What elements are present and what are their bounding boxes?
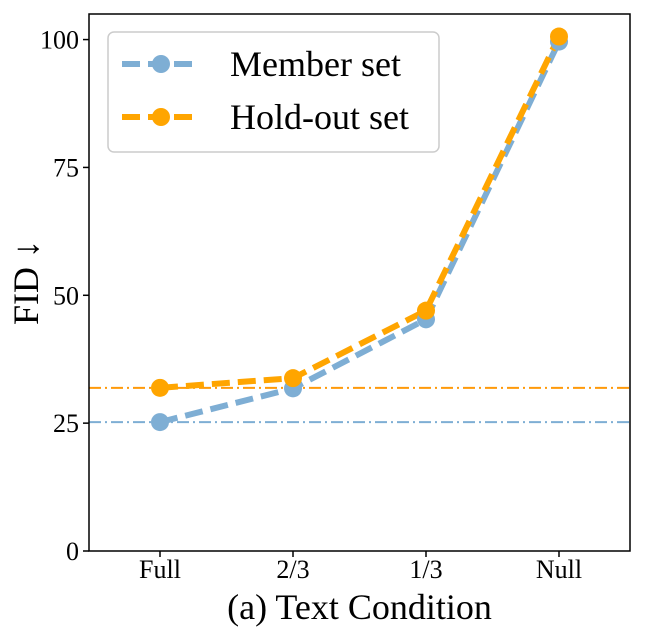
data-point-2-1: [151, 378, 169, 397]
legend-marker-2: [152, 108, 170, 126]
data-point-2-3: [417, 301, 435, 320]
legend-marker-1: [152, 55, 170, 73]
plot-frame: [88, 13, 631, 552]
y-tick-label-1: 0: [66, 537, 79, 566]
data-point-2-2: [284, 369, 302, 388]
x-axis-label: (a) Text Condition: [227, 587, 492, 627]
x-tick-label-1: Full: [139, 555, 181, 584]
x-tick-label-3: 1/3: [409, 555, 442, 584]
y-tick-label-2: 25: [53, 409, 79, 438]
series-line-2: [159, 35, 562, 391]
legend: Member set Hold-out set: [107, 31, 440, 153]
y-tick-label-5: 100: [40, 26, 79, 55]
data-point-2-4: [550, 27, 568, 46]
x-tick-label-4: Null: [536, 555, 582, 584]
y-tick-label-3: 50: [53, 281, 79, 310]
series-line-1: [159, 40, 562, 426]
legend-label-1: Member set: [230, 44, 401, 84]
legend-label-2: Hold-out set: [230, 97, 409, 137]
data-point-1-1: [151, 413, 169, 432]
y-axis-label: FID ↓: [6, 240, 46, 325]
y-tick-label-4: 75: [53, 153, 79, 182]
x-tick-label-2: 2/3: [276, 555, 309, 584]
